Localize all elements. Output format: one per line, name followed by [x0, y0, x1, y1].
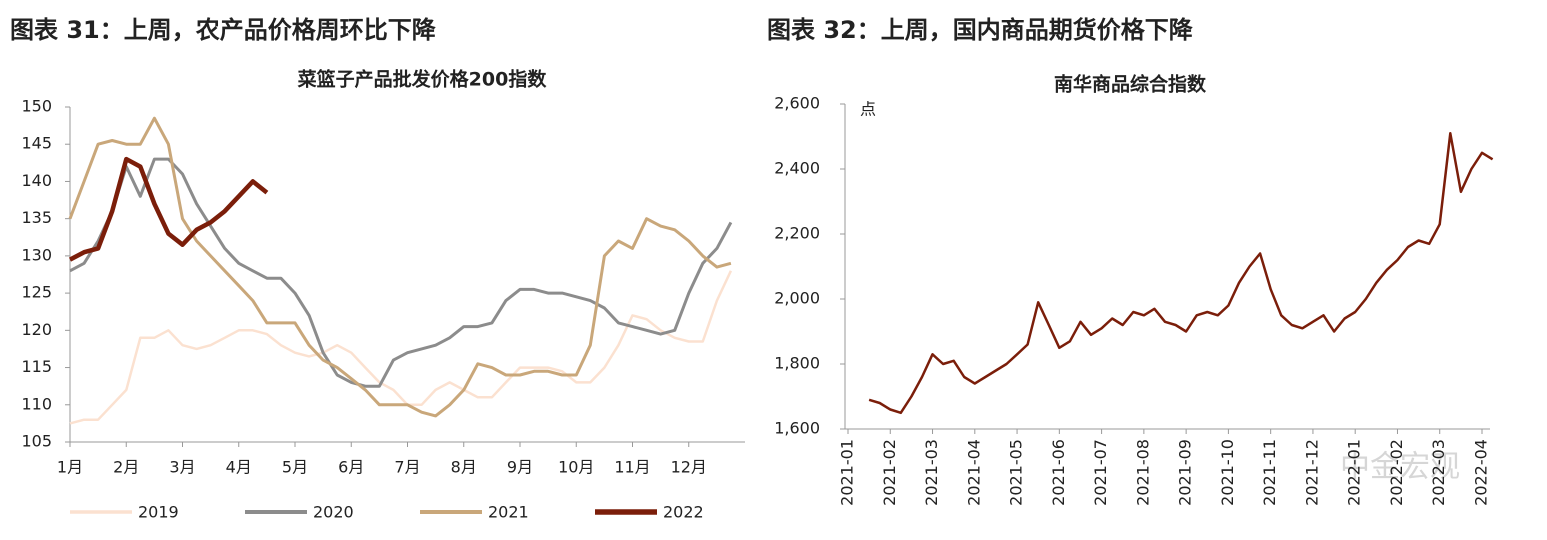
y-tick-label: 125 [21, 283, 52, 302]
data-line [69, 157, 733, 388]
figure-title: 图表 32：上周，国内商品期货价格下降 [767, 16, 1194, 44]
x-tick-label: 2022-02 [1387, 439, 1406, 506]
y-tick-label: 2,000 [774, 289, 820, 308]
y-unit: 点 [860, 100, 876, 119]
x-tick-label: 1月 [57, 458, 83, 477]
x-tick-label: 2021-04 [964, 439, 983, 506]
x-tick-label: 2021-01 [838, 439, 857, 506]
y-tick-label: 130 [21, 245, 52, 264]
y-tick-label: 1,600 [774, 419, 820, 438]
x-tick-label: 7月 [394, 458, 420, 477]
x-tick-label: 2021-02 [880, 439, 899, 506]
data-line [68, 156, 269, 262]
y-tick-label: 110 [21, 394, 52, 413]
x-tick-label: 2021-05 [1007, 439, 1026, 506]
y-tick-label: 1,800 [774, 354, 820, 373]
x-tick-label: 12月 [671, 458, 707, 477]
y-tick-label: 150 [21, 97, 52, 116]
legend-label: 2019 [138, 503, 179, 522]
chart-title: 南华商品综合指数 [1054, 73, 1207, 96]
x-tick-label: 2021-10 [1218, 439, 1237, 506]
x-tick-label: 11月 [614, 458, 650, 477]
legend-label: 2022 [663, 503, 704, 522]
data-line [68, 116, 732, 418]
y-tick-label: 2,200 [774, 224, 820, 243]
x-tick-label: 5月 [282, 458, 308, 477]
x-tick-label: 8月 [451, 458, 477, 477]
y-tick-label: 105 [21, 432, 52, 451]
y-tick-label: 2,600 [774, 94, 820, 113]
y-tick-label: 120 [21, 320, 52, 339]
y-tick-label: 2,400 [774, 159, 820, 178]
y-tick-label: 140 [21, 171, 52, 190]
legend-label: 2021 [488, 503, 529, 522]
x-tick-label: 2022-01 [1345, 439, 1364, 506]
x-tick-label: 10月 [558, 458, 594, 477]
x-tick-label: 2022-04 [1472, 439, 1491, 506]
x-tick-label: 9月 [507, 458, 533, 477]
data-line [69, 270, 733, 425]
data-line [868, 132, 1494, 415]
x-tick-label: 6月 [338, 458, 364, 477]
x-tick-label: 2月 [113, 458, 139, 477]
x-tick-label: 2021-03 [922, 439, 941, 506]
x-tick-label: 2021-07 [1091, 439, 1110, 506]
x-tick-label: 2021-12 [1302, 439, 1321, 506]
y-tick-label: 135 [21, 208, 52, 227]
x-tick-label: 4月 [226, 458, 252, 477]
watermark: 中金宏观 [1340, 450, 1460, 485]
legend-label: 2020 [313, 503, 354, 522]
y-tick-label: 115 [21, 357, 52, 376]
x-tick-label: 2021-11 [1260, 439, 1279, 506]
x-tick-label: 2021-09 [1176, 439, 1195, 506]
figure-title: 图表 31：上周，农产品价格周环比下降 [10, 16, 437, 44]
y-tick-label: 145 [21, 134, 52, 153]
x-tick-label: 3月 [169, 458, 195, 477]
chart-title: 菜篮子产品批发价格200指数 [297, 68, 548, 91]
x-tick-label: 2021-08 [1133, 439, 1152, 506]
x-tick-label: 2022-03 [1429, 439, 1448, 506]
x-tick-label: 2021-06 [1049, 439, 1068, 506]
